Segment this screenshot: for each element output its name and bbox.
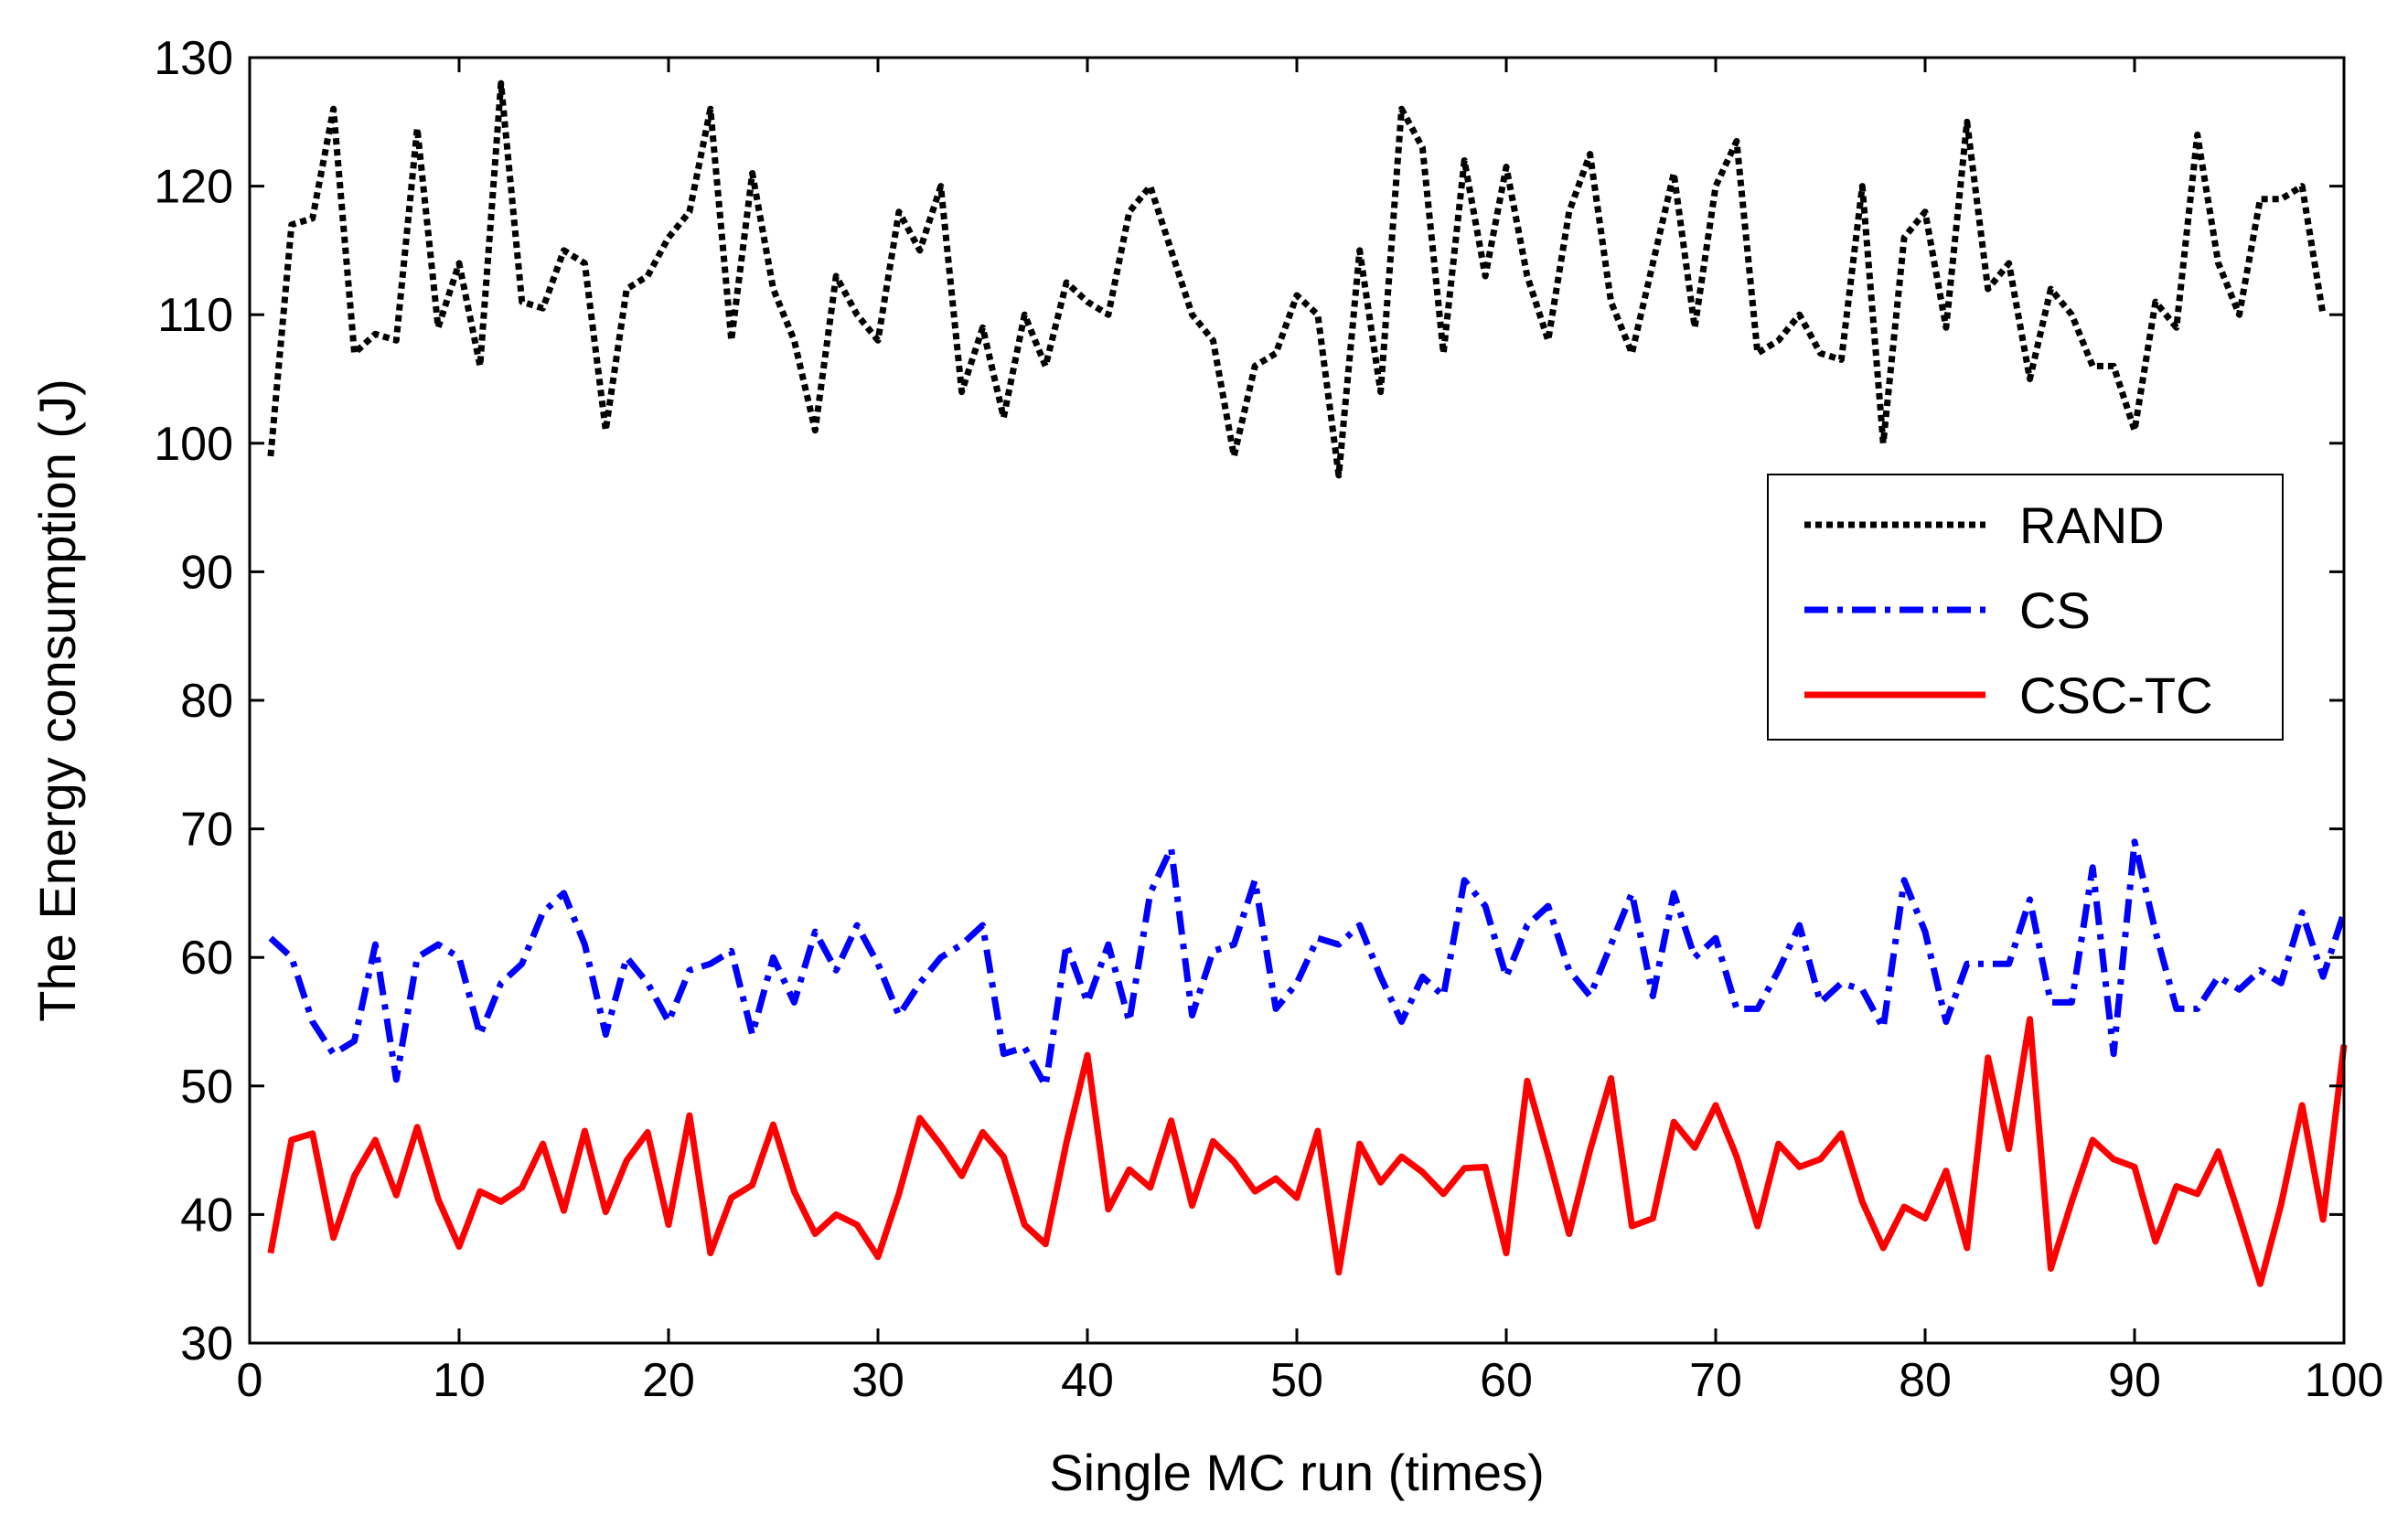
series-line-csc-tc bbox=[267, 1016, 2348, 1287]
x-tick-label: 80 bbox=[1899, 1354, 1952, 1407]
y-tick-label: 30 bbox=[180, 1317, 233, 1370]
x-tick-label: 10 bbox=[433, 1354, 486, 1407]
y-axis-label: The Energy consumption (J) bbox=[28, 379, 86, 1021]
x-tick-label: 20 bbox=[642, 1354, 695, 1407]
y-tick-label: 40 bbox=[180, 1189, 233, 1242]
legend-label: CS bbox=[2019, 581, 2091, 639]
x-tick-label: 90 bbox=[2108, 1354, 2161, 1407]
y-tick-label: 50 bbox=[180, 1061, 233, 1114]
legend: RAND CS CSC-TC bbox=[1767, 474, 2284, 741]
y-tick-label: 90 bbox=[180, 546, 233, 599]
y-tick-label: 110 bbox=[157, 289, 233, 342]
series-line-rand bbox=[267, 80, 2327, 479]
x-tick-label: 30 bbox=[851, 1354, 904, 1407]
x-tick-label: 60 bbox=[1480, 1354, 1533, 1407]
x-tick-label: 0 bbox=[237, 1354, 263, 1407]
y-tick-label: 120 bbox=[154, 161, 233, 214]
x-tick-label: 50 bbox=[1270, 1354, 1323, 1407]
x-axis-label: Single MC run (times) bbox=[1049, 1444, 1544, 1501]
x-tick-label: 40 bbox=[1061, 1354, 1114, 1407]
y-tick-label: 130 bbox=[154, 32, 233, 85]
y-tick-label: 60 bbox=[180, 932, 233, 985]
y-tick-label: 80 bbox=[180, 675, 233, 728]
legend-label: RAND bbox=[2019, 496, 2165, 554]
legend-label: CSC-TC bbox=[2019, 667, 2213, 724]
ticks-layer: 0 10 20 30 40 50 60 70 80 90 100 30 40 50 60 70 80 90 100 1… bbox=[154, 32, 2383, 1407]
y-tick-label: 70 bbox=[180, 804, 233, 857]
x-tick-label: 100 bbox=[2305, 1354, 2384, 1407]
series-layer bbox=[267, 80, 2348, 1287]
x-tick-label: 70 bbox=[1689, 1354, 1742, 1407]
y-tick-label: 100 bbox=[154, 418, 233, 471]
series-line-cs bbox=[268, 838, 2348, 1090]
